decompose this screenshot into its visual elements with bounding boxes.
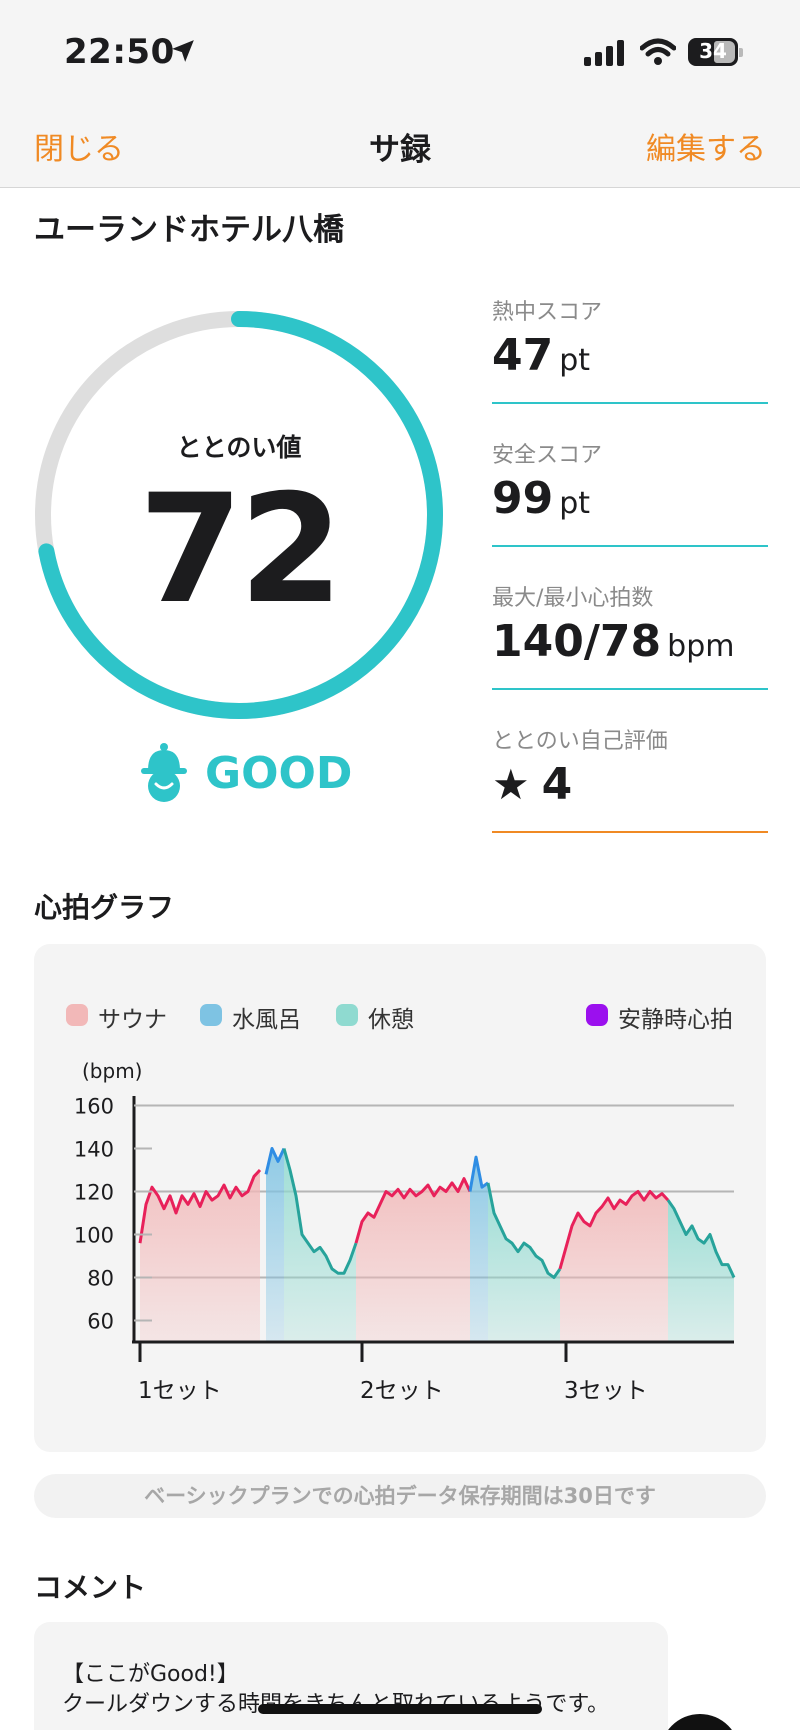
y-axis-label: (bpm) — [82, 1059, 142, 1083]
wifi-icon — [640, 38, 676, 65]
stat-label: 安全スコア — [492, 443, 603, 468]
heart-rate-line-rest — [282, 1148, 358, 1275]
phase-fill-cold — [470, 1157, 488, 1342]
phase-fill-rest — [284, 1148, 356, 1342]
floating-button[interactable] — [660, 1714, 740, 1730]
heart-rate-line-cold — [264, 1147, 286, 1175]
divider — [492, 831, 768, 833]
location-arrow-icon — [172, 40, 194, 62]
heart-rate-line-sauna — [558, 1190, 670, 1270]
legend-swatch — [336, 1004, 358, 1026]
storage-notice: ベーシックプランでの心拍データ保存期間は30日です — [34, 1474, 766, 1518]
stat-safety-score: 安全スコア 99 pt — [492, 437, 768, 567]
battery-icon: 34 — [688, 38, 744, 68]
y-tick-label: 100 — [74, 1224, 114, 1248]
status-bar: 22:50 34 — [0, 0, 800, 104]
heart-rate-chart: 60 80 100 120 140 160 (bpm) 1セット 2セット 3セット — [74, 1059, 736, 1404]
phase-fill-sauna — [356, 1178, 470, 1342]
heart-rate-line-rest — [666, 1199, 736, 1279]
y-tick-label: 60 — [87, 1310, 114, 1334]
heart-rate-line-sauna — [138, 1168, 262, 1244]
divider — [492, 402, 768, 404]
stat-heart-rate: 最大/最小心拍数 140/78 bpm — [492, 580, 768, 710]
edit-button[interactable]: 編集する — [646, 132, 766, 167]
x-tick-label: 1セット — [138, 1378, 222, 1404]
phase-fill-sauna — [560, 1191, 668, 1342]
phase-fill-cold — [266, 1148, 284, 1342]
rating-label: GOOD — [205, 748, 353, 799]
stat-value: 4 — [541, 759, 573, 810]
x-tick-label: 2セット — [360, 1378, 444, 1404]
stat-self-rating[interactable]: ととのい自己評価 ★ 4 — [492, 723, 768, 853]
legend-swatch — [586, 1004, 608, 1026]
heart-rate-line-cold — [468, 1155, 489, 1192]
stat-label: 熱中スコア — [492, 300, 603, 325]
signal-icon — [584, 40, 624, 66]
divider — [492, 688, 768, 690]
facility-name: ユーランドホテル八橋 — [34, 212, 344, 248]
nav-bar: 閉じる サ録 編集する — [0, 104, 800, 188]
y-tick-label: 140 — [74, 1138, 114, 1162]
stat-heat-score: 熱中スコア 47 pt — [492, 294, 768, 424]
stat-unit: pt — [559, 343, 591, 378]
totonoi-value: 72 — [138, 463, 344, 637]
sauna-hat-face-icon — [141, 743, 187, 802]
legend-swatch — [200, 1004, 222, 1026]
battery-level: 34 — [699, 39, 727, 63]
heart-graph-title: 心拍グラフ — [34, 891, 175, 924]
stat-label: 最大/最小心拍数 — [492, 586, 654, 611]
legend-swatch — [66, 1004, 88, 1026]
phase-fill-rest — [668, 1200, 734, 1342]
phase-fill-sauna — [140, 1170, 260, 1342]
y-tick-label: 160 — [74, 1095, 114, 1119]
stat-value: 140/78 — [492, 616, 662, 667]
home-indicator — [258, 1704, 542, 1714]
star-icon: ★ — [492, 760, 530, 809]
stat-value: 99 — [492, 473, 554, 524]
page-title: サ録 — [369, 132, 431, 168]
phase-fill-rest — [488, 1182, 560, 1342]
stat-label: ととのい自己評価 — [492, 729, 668, 754]
comment-title: コメント — [34, 1571, 147, 1604]
status-time: 22:50 — [64, 32, 175, 72]
totonoi-label: ととのい値 — [176, 433, 302, 462]
x-tick-label: 3セット — [564, 1378, 648, 1404]
heart-graph-card: 60 80 100 120 140 160 (bpm) 1セット 2セット 3セット サウナ 水風… — [34, 944, 766, 1452]
stat-unit: pt — [559, 486, 591, 521]
totonoi-gauge — [35, 311, 443, 719]
heart-rate-line-rest — [486, 1182, 562, 1279]
gauge-progress-arc — [35, 311, 443, 719]
divider — [492, 545, 768, 547]
stat-unit: bpm — [667, 629, 735, 664]
y-tick-label: 120 — [74, 1181, 114, 1205]
close-button[interactable]: 閉じる — [34, 132, 124, 167]
comment-line: 【ここがGood!】 — [62, 1662, 239, 1687]
stat-value: 47 — [492, 330, 554, 381]
y-tick-label: 80 — [87, 1267, 114, 1291]
heart-rate-line-sauna — [354, 1177, 472, 1244]
